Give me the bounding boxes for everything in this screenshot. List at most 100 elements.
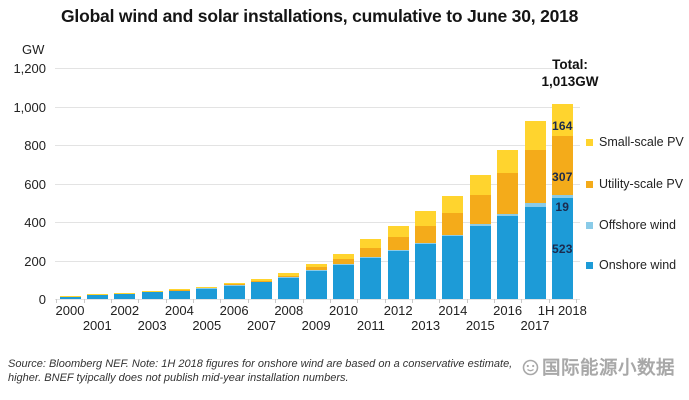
source-footnote: Source: Bloomberg NEF. Note: 1H 2018 fig… [8, 358, 686, 385]
legend-item-offshore-wind: Offshore wind [586, 218, 676, 232]
x-axis-tick [576, 299, 577, 303]
x-axis-tick [439, 299, 441, 303]
bar-segment-2007-small-scale-pv [251, 279, 272, 281]
y-tick-label-600: 600 [24, 176, 46, 192]
x-axis-tick [247, 299, 249, 303]
legend-item-small-scale-pv: Small-scale PV [586, 135, 684, 149]
y-axis-unit-label: GW [22, 42, 45, 57]
bar-segment-2011-onshore-wind [360, 257, 382, 299]
watermark: 国际能源小数据 [522, 354, 675, 380]
x-axis-tick [111, 299, 112, 303]
x-tick-label-2016: 2016 [493, 303, 523, 318]
bar-segment-2014-onshore-wind [442, 236, 464, 299]
legend-label: Utility-scale PV [599, 177, 684, 191]
bar-segment-2012-onshore-wind [387, 250, 409, 299]
bar-segment-2010-offshore-wind [333, 264, 354, 265]
legend-label: Offshore wind [599, 218, 676, 232]
gridline-1000 [55, 106, 580, 108]
x-axis-tick [275, 299, 277, 303]
bar-segment-2006-small-scale-pv [223, 283, 245, 285]
legend-item-utility-scale-pv: Utility-scale PV [586, 177, 683, 191]
bar-segment-2014-utility-scale-pv [442, 213, 464, 235]
watermark-logo-icon [522, 359, 539, 375]
x-tick-label-2011: 2011 [356, 318, 385, 333]
bar-segment-2010-small-scale-pv [333, 253, 354, 259]
x-tick-label-2014: 2014 [438, 303, 468, 318]
x-tick-label-2012: 2012 [383, 303, 413, 318]
legend-item-onshore-wind: Onshore wind [586, 258, 676, 272]
y-tick-label-800: 800 [24, 138, 46, 153]
y-tick-label-1000: 1,000 [13, 99, 46, 115]
x-axis-tick [466, 299, 468, 303]
bar-segment-2006-onshore-wind [223, 285, 245, 299]
bar-segment-2008-small-scale-pv [278, 273, 300, 276]
x-tick-label-2015: 2015 [465, 318, 495, 333]
bar-segment-2016-small-scale-pv [497, 149, 519, 173]
bar-segment-2016-onshore-wind [497, 216, 519, 299]
x-tick-label-2009: 2009 [301, 318, 331, 333]
bar-segment-2004-small-scale-pv [168, 289, 190, 290]
x-tick-label-2003: 2003 [137, 318, 167, 333]
x-axis-tick [329, 299, 331, 303]
bar-segment-2011-utility-scale-pv [360, 247, 382, 257]
bar-segment-2007-utility-scale-pv [251, 280, 272, 282]
bar-segment-2015-utility-scale-pv [469, 195, 491, 224]
bar-segment-2011-offshore-wind [360, 256, 382, 258]
x-axis-tick [83, 299, 85, 303]
bar-segment-2017-utility-scale-pv [524, 149, 546, 204]
x-tick-label-2004: 2004 [164, 303, 194, 318]
x-axis-tick [493, 299, 495, 303]
legend-swatch-onshore-wind [586, 261, 593, 269]
segment-value-label-offshore-wind: 19 [555, 199, 570, 214]
total-annotation-line2: 1,013GW [541, 74, 599, 89]
bar-segment-2013-utility-scale-pv [415, 225, 437, 243]
x-axis-tick [302, 299, 304, 303]
bar-segment-2016-utility-scale-pv [497, 172, 519, 214]
legend-swatch-small-scale-pv [586, 138, 593, 146]
y-tick-label-400: 400 [24, 215, 46, 230]
watermark-text: 国际能源小数据 [542, 357, 676, 378]
bar-segment-2008-onshore-wind [278, 277, 300, 299]
bar-segment-2012-utility-scale-pv [387, 237, 409, 250]
total-annotation-line1: Total: [552, 57, 588, 72]
bar-segment-2008-utility-scale-pv [278, 275, 300, 278]
gridline-800 [55, 145, 580, 146]
bar-segment-2015-onshore-wind [469, 226, 491, 299]
x-tick-label-2001: 2001 [82, 318, 112, 333]
gridline-200 [55, 260, 580, 262]
bar-segment-2000-onshore-wind [59, 295, 81, 299]
bar-segment-1H2018-offshore-wind [551, 194, 573, 199]
segment-value-label-onshore-wind: 523 [551, 241, 573, 256]
x-axis-tick [521, 299, 523, 303]
y-tick-label-1200: 1,200 [13, 61, 46, 76]
x-axis-tick [138, 299, 140, 303]
bar-segment-2002-onshore-wind [114, 293, 136, 299]
x-tick-label-2008: 2008 [274, 303, 304, 318]
bar-segment-2005-small-scale-pv [196, 286, 218, 288]
x-tick-label-2010: 2010 [329, 303, 358, 318]
bar-segment-2011-small-scale-pv [360, 239, 382, 248]
x-tick-label-1H2018: 1H 2018 [537, 303, 587, 318]
y-tick-label-200: 200 [24, 253, 46, 269]
x-axis-tick [548, 299, 550, 303]
x-tick-label-2006: 2006 [219, 303, 249, 318]
x-tick-label-2017: 2017 [520, 318, 550, 333]
segment-value-label-small-scale-pv: 164 [551, 118, 573, 133]
x-axis-tick [411, 299, 413, 303]
bar-segment-2012-small-scale-pv [387, 225, 409, 238]
bar-segment-2010-utility-scale-pv [333, 258, 354, 265]
bar-segment-2014-offshore-wind [442, 234, 464, 237]
bar-segment-2016-offshore-wind [497, 213, 519, 217]
x-tick-label-2005: 2005 [192, 318, 222, 333]
x-tick-label-2013: 2013 [411, 318, 441, 333]
bar-segment-2017-onshore-wind [524, 206, 546, 299]
bar-segment-1H2018-utility-scale-pv [551, 135, 573, 195]
bar-segment-2009-onshore-wind [305, 270, 327, 299]
bar-segment-2003-onshore-wind [141, 291, 163, 299]
bar-segment-2004-onshore-wind [168, 290, 190, 299]
bar-segment-2010-onshore-wind [333, 264, 354, 299]
bar-segment-2001-onshore-wind [86, 294, 108, 299]
legend-label: Onshore wind [599, 258, 677, 272]
legend-swatch-offshore-wind [586, 221, 593, 229]
gridline-1200 [55, 68, 580, 69]
